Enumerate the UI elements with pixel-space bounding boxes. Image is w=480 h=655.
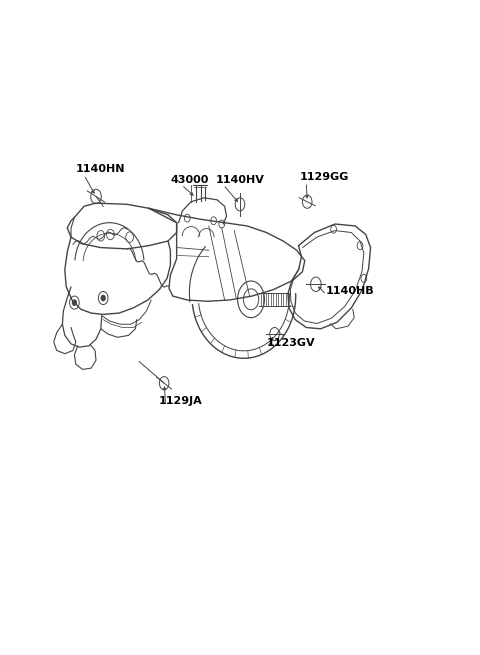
Text: 1129JA: 1129JA (158, 396, 202, 406)
Text: 43000: 43000 (170, 175, 209, 185)
Circle shape (101, 295, 105, 301)
Text: 1140HV: 1140HV (216, 175, 265, 185)
Text: 1123GV: 1123GV (266, 339, 315, 348)
Text: 1129GG: 1129GG (300, 172, 349, 182)
Text: 1140HB: 1140HB (325, 286, 374, 296)
Text: 1140HN: 1140HN (76, 164, 125, 174)
Circle shape (72, 300, 76, 305)
